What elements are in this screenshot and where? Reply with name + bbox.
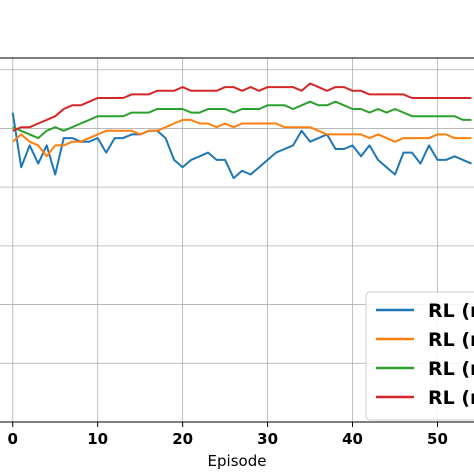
legend-box bbox=[365, 291, 474, 421]
grid bbox=[0, 58, 474, 422]
legend-label-2: RL (r bbox=[428, 329, 474, 351]
series-line-1 bbox=[11, 112, 472, 180]
x-tick-label: 30 bbox=[257, 430, 278, 448]
series-line-2 bbox=[12, 118, 472, 158]
x-tick-label: 20 bbox=[172, 430, 193, 448]
series-line-3 bbox=[12, 100, 472, 140]
x-axis-label: Episode bbox=[208, 452, 267, 470]
series-lines bbox=[11, 82, 472, 180]
legend-label-4: RL (r bbox=[428, 387, 474, 409]
x-tick-label: 40 bbox=[342, 430, 363, 448]
legend-label-3: RL (r bbox=[428, 358, 474, 380]
x-tick-label: 50 bbox=[427, 430, 448, 448]
x-axis-ticks: 0 10 20 30 40 50 bbox=[8, 422, 448, 448]
legend-label-1: RL (r bbox=[428, 300, 474, 322]
x-tick-label: 0 bbox=[8, 430, 18, 448]
legend: RL (r RL (r RL (r RL (r bbox=[365, 291, 474, 421]
x-tick-label: 10 bbox=[87, 430, 108, 448]
series-line-4 bbox=[12, 82, 472, 132]
plot-area-frame bbox=[0, 57, 474, 423]
